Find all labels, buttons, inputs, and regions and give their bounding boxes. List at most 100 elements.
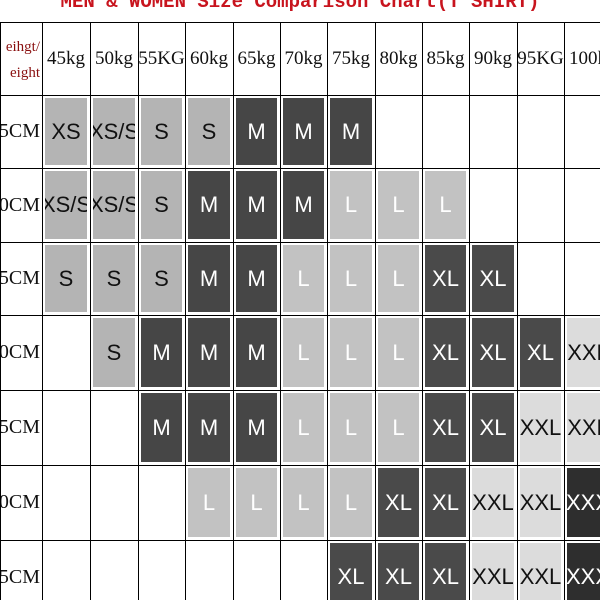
size-cell: M (283, 171, 324, 239)
size-cell: XL (425, 393, 466, 462)
size-cell: M (236, 171, 277, 239)
size-cell: XXL (520, 393, 561, 462)
column-header: 100k (569, 47, 600, 69)
size-cell: M (188, 318, 230, 387)
row-label: 65CM (0, 267, 40, 289)
size-cell: XL (425, 318, 466, 387)
size-cell: S (93, 245, 135, 312)
size-cell: XXL (520, 468, 561, 537)
size-cell: L (378, 245, 419, 312)
column-header: 65kg (237, 47, 276, 69)
size-cell: M (236, 393, 277, 462)
grid-line (0, 465, 600, 466)
size-cell: L (283, 318, 324, 387)
column-header: 95KG (517, 47, 564, 69)
grid-line (0, 95, 600, 96)
size-cell: L (330, 171, 372, 239)
size-cell: S (188, 98, 230, 165)
size-cell: M (141, 318, 182, 387)
size-cell: S (141, 98, 182, 165)
grid-line (469, 22, 470, 600)
row-label: 55CM (0, 120, 40, 142)
size-cell: XL (425, 543, 466, 600)
title-bar: MEN & WOMEN Size Comparison Chart(T SHIR… (0, 0, 600, 13)
row-label: 75CM (0, 416, 40, 438)
size-cell: XXL (567, 393, 600, 462)
title-suffix: (T SHIRT) (436, 0, 540, 13)
size-cell: XXL (472, 468, 514, 537)
grid-line (422, 22, 423, 600)
size-cell: L (283, 245, 324, 312)
size-cell: XL (378, 468, 419, 537)
grid-line (42, 22, 43, 600)
size-cell: M (236, 318, 277, 387)
title: MEN & WOMEN Size Comparison Chart (60, 0, 437, 13)
column-header: 70kg (284, 47, 323, 69)
row-label: 85CM (0, 565, 40, 588)
column-header: 60kg (190, 47, 228, 69)
size-cell: S (141, 171, 182, 239)
grid-line (517, 22, 518, 600)
size-cell: XL (378, 543, 419, 600)
size-cell: XS/S (93, 171, 135, 239)
size-cell: XXX (567, 543, 600, 600)
size-cell: L (425, 171, 466, 239)
size-cell: L (330, 393, 372, 462)
grid-line (375, 22, 376, 600)
size-cell: L (283, 468, 324, 537)
size-cell: XL (520, 318, 561, 387)
grid-line (0, 540, 600, 541)
size-cell: XXX (567, 468, 600, 537)
corner-label: eihgt/ eight (0, 34, 40, 86)
grid-line (138, 22, 139, 600)
row-label: 80CM (0, 491, 40, 513)
size-cell: XL (330, 543, 372, 600)
grid-line (0, 168, 600, 169)
size-cell: XS/S (93, 98, 135, 165)
column-header: 90kg (474, 47, 512, 69)
grid-line (90, 22, 91, 600)
size-cell: XL (472, 318, 514, 387)
size-cell: M (188, 245, 230, 312)
size-cell: L (188, 468, 230, 537)
grid-line (280, 22, 281, 600)
grid-line (0, 22, 1, 600)
size-cell: L (378, 393, 419, 462)
grid-line (0, 390, 600, 391)
size-cell: XS/S (45, 171, 87, 239)
size-cell: XXL (520, 543, 561, 600)
column-header: 85kg (426, 47, 465, 69)
size-cell: L (283, 393, 324, 462)
size-cell: M (141, 393, 182, 462)
size-cell: L (330, 245, 372, 312)
row-label: 60CM (0, 193, 40, 216)
size-cell: L (330, 318, 372, 387)
column-header: 50kg (95, 47, 133, 69)
size-cell: XL (425, 468, 466, 537)
size-cell: XS (45, 98, 87, 165)
grid-line (0, 315, 600, 316)
size-cell: XL (472, 245, 514, 312)
size-cell: L (330, 468, 372, 537)
size-cell: L (236, 468, 277, 537)
size-cell: M (188, 171, 230, 239)
size-cell: S (45, 245, 87, 312)
grid-line (564, 22, 565, 600)
size-cell: XXL (567, 318, 600, 387)
column-header: 80kg (379, 47, 418, 69)
size-cell: S (141, 245, 182, 312)
corner-line: eihgt/ (5, 39, 40, 55)
size-cell: XL (472, 393, 514, 462)
size-cell: L (378, 171, 419, 239)
grid-line (0, 22, 600, 23)
column-header: 55KG (138, 47, 185, 69)
row-label: 70CM (0, 341, 40, 363)
size-cell: M (330, 98, 372, 165)
column-header: 45kg (47, 47, 85, 69)
corner-line: eight (10, 65, 40, 81)
grid-line (233, 22, 234, 600)
size-cell: S (93, 318, 135, 387)
column-header: 75kg (332, 47, 370, 69)
grid-line (327, 22, 328, 600)
